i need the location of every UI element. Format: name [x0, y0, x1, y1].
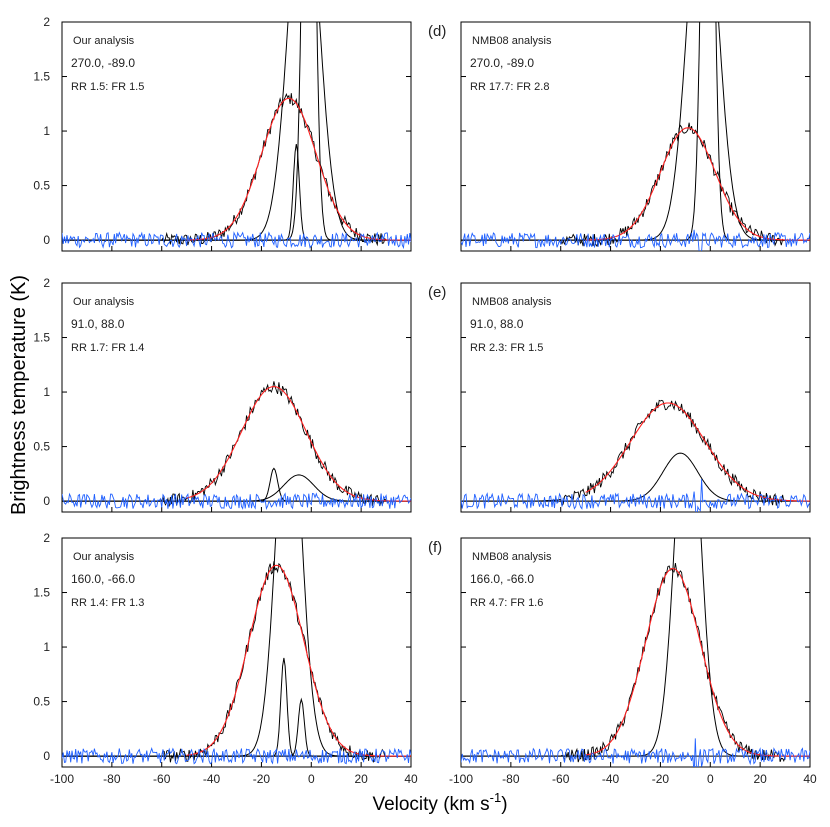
coordinates-label: 166.0, -66.0 [470, 572, 534, 586]
gaussian-fit-curve [186, 386, 411, 502]
panel-right-row-1: NMB08 analysis 270.0, -89.0 RR 17.7: FR 2.… [460, 21, 811, 252]
gaussian-fit-curve [585, 402, 810, 502]
analysis-title: NMB08 analysis [472, 551, 552, 563]
y-axis-label: Brightness temperature (K) [8, 275, 30, 515]
coordinates-label: 270.0, -89.0 [470, 56, 534, 70]
residual-spectrum [62, 492, 411, 510]
analysis-title: Our analysis [73, 551, 135, 563]
x-axis-label: Velocity (km s-1) [372, 790, 507, 815]
y-tick-label: 0 [43, 494, 50, 508]
y-tick-label: 1 [43, 124, 50, 138]
y-tick-label: 1.5 [33, 331, 50, 345]
analysis-title: NMB08 analysis [472, 35, 552, 47]
plot-area [461, 22, 810, 251]
x-tick-label: -100 [50, 772, 74, 786]
panel-left-row-3: 0 0.5 1 1.5 2 -100 -80 -60 -40 -20 0 20 40 Our analys… [33, 531, 418, 786]
residual-spectrum [62, 231, 411, 250]
ratio-label: RR 2.3: FR 1.5 [470, 342, 543, 354]
x-axis-label-main: Velocity (km s [372, 794, 489, 815]
analysis-title: NMB08 analysis [472, 296, 552, 308]
residual-spectrum [461, 229, 810, 251]
coordinates-label: 270.0, -89.0 [71, 56, 135, 70]
plot-area [461, 538, 810, 767]
row-letter: (f) [428, 539, 442, 556]
x-axis-label-end: ) [501, 794, 507, 815]
panel-frame [61, 537, 412, 768]
panel-frame [61, 282, 412, 513]
x-tick-label: 0 [707, 772, 714, 786]
panel-right-row-2: NMB08 analysis 91.0, 88.0 RR 2.3: FR 1.5 [460, 282, 811, 513]
ratio-label: RR 4.7: FR 1.6 [470, 597, 543, 609]
plot-area [62, 538, 411, 765]
row-letter: (e) [428, 284, 446, 301]
residual-spectrum [461, 478, 810, 512]
panel-left-row-1: 0 0.5 1 1.5 2 Our analysis 270.0, -89.0 RR 1.5:… [33, 15, 412, 252]
x-tick-label: 0 [308, 772, 315, 786]
y-tick-label: 0.5 [33, 695, 50, 709]
panel-right-row-3: -100 -80 -60 -40 -20 0 20 40 NMB08 analysis 166.0… [449, 537, 817, 786]
gaussian-fit-curve [186, 564, 411, 757]
observed-spectrum [461, 122, 810, 248]
x-tick-label: -40 [602, 772, 620, 786]
x-tick-label: -80 [502, 772, 520, 786]
y-tick-label: 1 [43, 640, 50, 654]
ratio-label: RR 17.7: FR 2.8 [470, 81, 549, 93]
plot-area [461, 399, 810, 512]
y-tick-label: 0 [43, 233, 50, 247]
residual-spectrum [461, 738, 810, 767]
x-tick-label: -60 [153, 772, 171, 786]
component-curve-1 [461, 452, 810, 502]
observed-spectrum [461, 399, 810, 507]
panel-left-row-2: 0 0.5 1 1.5 2 Our analysis 91.0, 88.0 RR 1.7: F… [33, 276, 412, 513]
ratio-label: RR 1.4: FR 1.3 [71, 597, 144, 609]
plot-area [62, 381, 411, 510]
ratio-label: RR 1.5: FR 1.5 [71, 81, 144, 93]
observed-spectrum [62, 381, 411, 507]
y-tick-label: 1.5 [33, 70, 50, 84]
y-tick-label: 0 [43, 749, 50, 763]
x-tick-label: -80 [103, 772, 121, 786]
x-tick-label: 40 [404, 772, 418, 786]
x-tick-label: -40 [203, 772, 221, 786]
residual-spectrum [62, 747, 411, 765]
x-tick-label: -100 [449, 772, 473, 786]
analysis-title: Our analysis [73, 296, 135, 308]
x-tick-label: 20 [753, 772, 767, 786]
gaussian-fit-curve [585, 127, 810, 241]
y-tick-label: 1 [43, 385, 50, 399]
panel-frame [460, 537, 811, 768]
component-curve-3 [62, 697, 411, 757]
x-tick-label: -60 [552, 772, 570, 786]
coordinates-label: 160.0, -66.0 [71, 572, 135, 586]
x-tick-label: -20 [253, 772, 271, 786]
y-tick-label: 1.5 [33, 586, 50, 600]
plot-area [62, 22, 411, 250]
component-curve-1 [62, 538, 411, 757]
x-axis-label-sup: -1 [490, 790, 502, 805]
row-letter: (d) [428, 23, 446, 40]
x-tick-label: 40 [803, 772, 817, 786]
y-tick-label: 0.5 [33, 179, 50, 193]
y-tick-label: 0.5 [33, 440, 50, 454]
y-tick-label: 2 [43, 15, 50, 29]
observed-spectrum [461, 563, 810, 763]
x-tick-label: 20 [354, 772, 368, 786]
y-tick-label: 2 [43, 276, 50, 290]
coordinates-label: 91.0, 88.0 [470, 317, 524, 331]
gaussian-fit-curve [585, 567, 810, 757]
x-tick-label: -20 [652, 772, 670, 786]
panel-frame [460, 21, 811, 252]
component-curve-2 [62, 657, 411, 757]
coordinates-label: 91.0, 88.0 [71, 317, 125, 331]
analysis-title: Our analysis [73, 35, 135, 47]
ratio-label: RR 1.7: FR 1.4 [71, 342, 144, 354]
panel-frame [460, 282, 811, 513]
observed-spectrum [62, 561, 411, 763]
panel-frame [61, 21, 412, 252]
component-curve-3 [62, 144, 411, 241]
observed-spectrum [62, 92, 411, 247]
y-tick-label: 2 [43, 531, 50, 545]
